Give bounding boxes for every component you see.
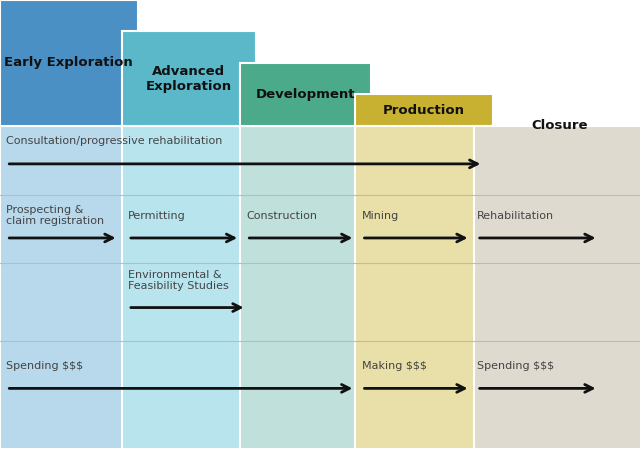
Bar [122, 31, 256, 126]
Bar [0, 126, 138, 449]
Text: Rehabilitation: Rehabilitation [477, 211, 554, 220]
Text: Prospecting &
claim registration: Prospecting & claim registration [6, 205, 104, 226]
Text: Closure: Closure [532, 119, 588, 132]
Text: Environmental &
Feasibility Studies: Environmental & Feasibility Studies [128, 270, 228, 291]
Text: Construction: Construction [246, 211, 317, 220]
Text: Advanced
Exploration: Advanced Exploration [146, 65, 232, 92]
Bar [0, 0, 138, 126]
Text: Spending $$$: Spending $$$ [6, 361, 84, 371]
Bar [355, 94, 493, 126]
Text: Early Exploration: Early Exploration [4, 57, 133, 69]
Text: Production: Production [383, 104, 465, 116]
Text: Development: Development [256, 88, 355, 101]
Text: Spending $$$: Spending $$$ [477, 361, 554, 371]
Bar [122, 126, 256, 449]
Text: Mining: Mining [362, 211, 399, 220]
Text: Consultation/progressive rehabilitation: Consultation/progressive rehabilitation [6, 136, 223, 146]
Bar [240, 126, 371, 449]
Bar [474, 126, 640, 449]
Text: Making $$$: Making $$$ [362, 361, 426, 371]
Bar [355, 126, 493, 449]
Text: Permitting: Permitting [128, 211, 186, 220]
Bar [240, 63, 371, 126]
